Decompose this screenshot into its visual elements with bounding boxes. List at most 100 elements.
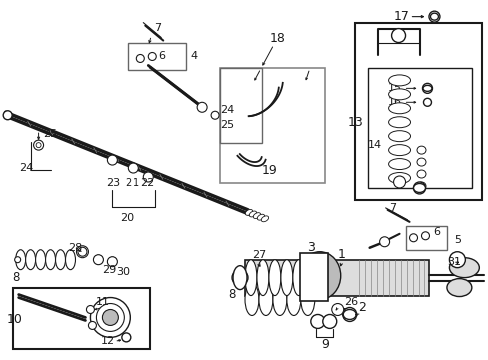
Circle shape bbox=[422, 84, 431, 93]
Ellipse shape bbox=[388, 131, 410, 141]
Circle shape bbox=[136, 54, 144, 62]
Circle shape bbox=[379, 237, 389, 247]
Circle shape bbox=[93, 255, 103, 265]
Ellipse shape bbox=[244, 260, 256, 296]
Ellipse shape bbox=[259, 284, 272, 315]
Ellipse shape bbox=[300, 284, 314, 315]
Text: 2: 2 bbox=[125, 178, 131, 188]
Bar bbox=[354, 23, 481, 200]
Ellipse shape bbox=[292, 260, 304, 296]
Ellipse shape bbox=[108, 257, 117, 266]
Text: 17: 17 bbox=[393, 10, 408, 23]
Text: 4: 4 bbox=[190, 51, 197, 62]
Ellipse shape bbox=[416, 158, 425, 166]
Ellipse shape bbox=[388, 117, 410, 128]
Circle shape bbox=[88, 321, 96, 329]
Text: 7: 7 bbox=[389, 203, 396, 213]
Text: 12: 12 bbox=[100, 336, 114, 346]
Ellipse shape bbox=[233, 266, 246, 289]
Text: 2: 2 bbox=[357, 301, 365, 314]
Text: 24: 24 bbox=[19, 163, 33, 173]
Ellipse shape bbox=[256, 260, 268, 296]
Ellipse shape bbox=[416, 170, 425, 178]
Ellipse shape bbox=[416, 146, 425, 154]
Bar bbox=[220, 68, 262, 143]
Text: 30: 30 bbox=[116, 267, 130, 276]
Text: 1: 1 bbox=[133, 178, 139, 188]
Ellipse shape bbox=[298, 252, 340, 300]
Ellipse shape bbox=[257, 214, 264, 220]
Circle shape bbox=[393, 176, 405, 188]
Text: 1: 1 bbox=[337, 248, 345, 261]
Text: 6: 6 bbox=[158, 51, 165, 62]
Circle shape bbox=[421, 232, 428, 240]
Ellipse shape bbox=[413, 184, 425, 193]
Ellipse shape bbox=[272, 284, 286, 315]
Ellipse shape bbox=[286, 284, 300, 315]
Circle shape bbox=[197, 102, 207, 112]
Text: 11: 11 bbox=[95, 297, 109, 306]
Ellipse shape bbox=[94, 255, 102, 264]
Bar bbox=[128, 42, 186, 71]
Text: 18: 18 bbox=[269, 32, 285, 45]
Text: 6: 6 bbox=[432, 227, 440, 237]
Circle shape bbox=[15, 257, 20, 263]
Circle shape bbox=[107, 257, 117, 267]
Ellipse shape bbox=[45, 250, 56, 270]
Ellipse shape bbox=[96, 303, 124, 332]
Text: 24: 24 bbox=[220, 105, 234, 115]
Ellipse shape bbox=[78, 247, 87, 256]
Circle shape bbox=[408, 234, 417, 242]
Circle shape bbox=[322, 315, 336, 328]
Ellipse shape bbox=[36, 143, 41, 148]
Text: 29: 29 bbox=[102, 265, 117, 275]
Circle shape bbox=[448, 252, 465, 268]
Circle shape bbox=[331, 303, 343, 315]
Bar bbox=[299, 253, 327, 301]
Ellipse shape bbox=[253, 213, 260, 219]
Circle shape bbox=[3, 111, 12, 120]
Ellipse shape bbox=[429, 13, 438, 20]
Text: 23: 23 bbox=[106, 178, 120, 188]
Ellipse shape bbox=[388, 103, 410, 114]
Circle shape bbox=[107, 155, 117, 165]
Circle shape bbox=[423, 98, 430, 106]
Ellipse shape bbox=[34, 140, 43, 150]
Circle shape bbox=[86, 306, 94, 314]
Ellipse shape bbox=[388, 75, 410, 86]
Text: 19: 19 bbox=[262, 163, 277, 176]
Text: 22: 22 bbox=[140, 178, 154, 188]
Ellipse shape bbox=[422, 85, 431, 91]
Circle shape bbox=[342, 307, 356, 321]
Text: 7: 7 bbox=[154, 23, 161, 33]
Ellipse shape bbox=[388, 159, 410, 170]
Ellipse shape bbox=[388, 145, 410, 156]
Text: 9: 9 bbox=[320, 338, 328, 351]
Text: 28: 28 bbox=[68, 243, 82, 253]
Text: 14: 14 bbox=[367, 140, 381, 150]
Text: 27: 27 bbox=[251, 250, 265, 260]
Ellipse shape bbox=[16, 250, 25, 270]
Text: 15: 15 bbox=[387, 84, 401, 93]
Ellipse shape bbox=[244, 284, 259, 315]
Text: 25: 25 bbox=[43, 129, 58, 139]
Bar bbox=[405, 226, 447, 250]
Ellipse shape bbox=[388, 89, 410, 100]
Ellipse shape bbox=[416, 182, 425, 190]
Ellipse shape bbox=[448, 258, 478, 278]
Bar bbox=[220, 68, 324, 183]
Ellipse shape bbox=[280, 260, 292, 296]
Ellipse shape bbox=[102, 310, 118, 325]
Ellipse shape bbox=[36, 250, 45, 270]
Circle shape bbox=[148, 53, 156, 60]
Text: 5: 5 bbox=[453, 235, 461, 245]
Text: 20: 20 bbox=[120, 213, 134, 223]
Circle shape bbox=[122, 333, 131, 342]
Ellipse shape bbox=[245, 210, 252, 215]
Circle shape bbox=[310, 315, 324, 328]
Text: 13: 13 bbox=[347, 116, 363, 129]
Circle shape bbox=[413, 182, 425, 194]
Circle shape bbox=[76, 246, 88, 258]
Ellipse shape bbox=[343, 310, 355, 319]
Text: 3: 3 bbox=[306, 241, 314, 254]
